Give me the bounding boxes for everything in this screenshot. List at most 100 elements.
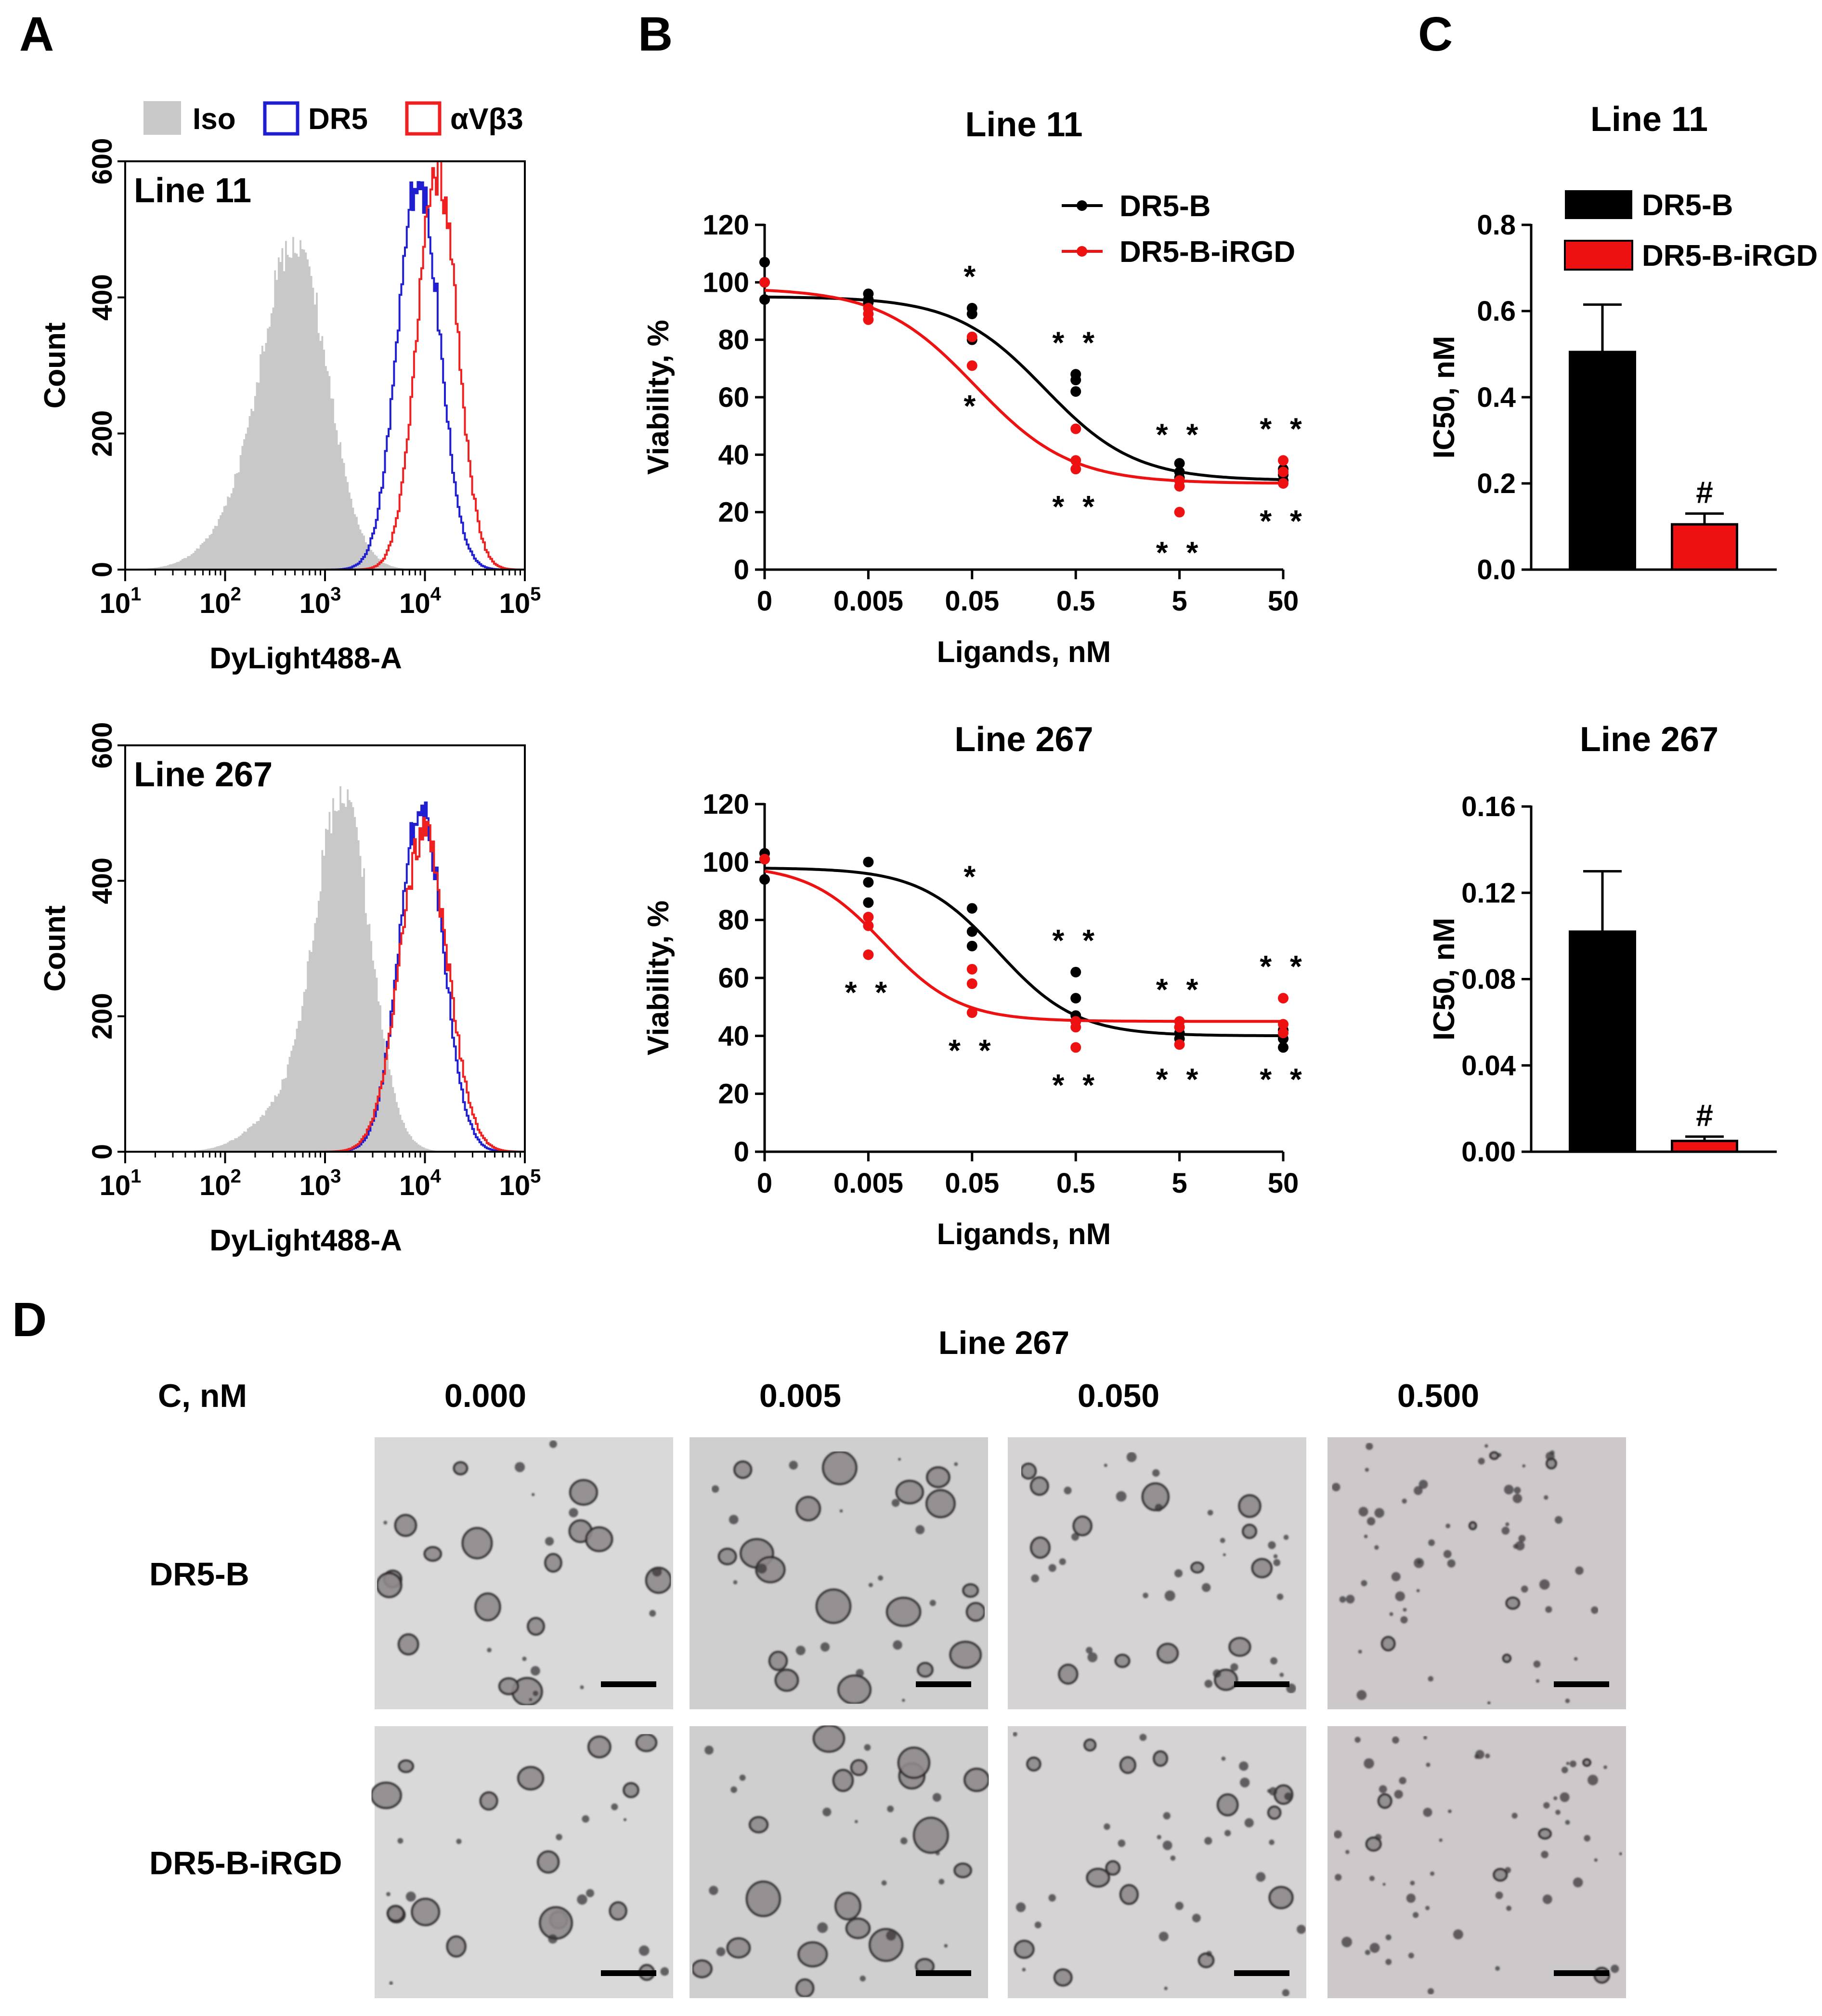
x-tick-label: 105 — [499, 1166, 541, 1201]
cell-debris — [586, 1889, 594, 1898]
scale-bar — [1554, 1681, 1609, 1687]
x-tick-label: 0.005 — [833, 585, 903, 617]
cell-debris — [1522, 1464, 1526, 1468]
spheroid — [949, 1640, 982, 1669]
cell-debris — [1594, 1858, 1598, 1862]
y-tick-label: 20 — [718, 1079, 749, 1110]
spheroid — [795, 1496, 821, 1522]
y-tick-label: 400 — [87, 274, 118, 321]
cell-debris — [1512, 1494, 1523, 1503]
cell-debris — [1034, 1921, 1041, 1928]
cell-debris — [730, 1786, 737, 1793]
spheroid — [461, 1527, 493, 1560]
panel-label-d: D — [12, 1293, 47, 1347]
cell-debris — [1223, 1553, 1226, 1557]
cell-spheroids — [711, 1450, 986, 1705]
cell-debris — [556, 1834, 562, 1841]
cell-debris — [1087, 1652, 1098, 1663]
cell-debris — [389, 1981, 393, 1985]
x-tick-label: 5 — [1171, 1168, 1187, 1199]
spheroid — [1156, 1642, 1179, 1664]
y-tick-label: 0.16 — [1461, 791, 1516, 822]
cell-debris — [386, 1892, 390, 1897]
y-tick-label: 200 — [87, 993, 118, 1040]
y-tick-label: 120 — [703, 789, 749, 820]
x-tick-exponent: 4 — [430, 584, 442, 605]
spheroid — [1029, 1476, 1049, 1496]
legend-label-dr5: DR5 — [308, 103, 368, 136]
spheroid — [386, 1904, 405, 1922]
cell-debris — [711, 1485, 719, 1493]
cell-debris — [1297, 1925, 1306, 1934]
cell-debris — [878, 1575, 884, 1581]
cell-debris — [638, 1945, 650, 1956]
x-tick-base: 10 — [299, 588, 331, 619]
spheroid — [1380, 1636, 1396, 1652]
y-axis-label: IC50, nM — [1428, 336, 1461, 459]
data-point-irgd — [1278, 455, 1288, 466]
spheroid — [1502, 1653, 1512, 1664]
x-tick-label: 104 — [399, 584, 442, 619]
spheroid — [1020, 1462, 1037, 1480]
cell-debris — [1174, 1569, 1183, 1578]
x-tick-exponent: 5 — [530, 1166, 541, 1187]
cell-debris — [1565, 1698, 1570, 1704]
cell-debris — [1157, 1834, 1161, 1840]
micrograph-background — [1008, 1726, 1306, 1998]
cell-debris — [789, 1460, 798, 1470]
cell-debris — [1560, 1792, 1570, 1802]
spheroid — [1538, 1828, 1552, 1840]
cell-debris — [1423, 1808, 1432, 1817]
cell-debris — [1542, 1894, 1552, 1904]
cell-debris — [1554, 1516, 1562, 1524]
spheroid — [539, 1906, 573, 1940]
cell-debris — [1400, 1616, 1408, 1624]
spheroid — [1505, 1596, 1521, 1610]
spheroid — [1582, 1758, 1592, 1767]
spheroid — [1014, 1939, 1035, 1959]
cell-debris — [1175, 1901, 1184, 1910]
data-point-dr5b — [759, 874, 770, 885]
data-point-irgd — [1174, 507, 1185, 518]
cell-debris — [1545, 1606, 1552, 1613]
data-point-irgd — [966, 978, 977, 989]
cell-debris — [1588, 1774, 1598, 1785]
cell-debris — [1207, 1509, 1213, 1516]
spheroid — [1119, 1884, 1139, 1905]
cell-debris — [515, 1462, 525, 1472]
spheroid — [1268, 1886, 1294, 1910]
y-tick-label: 120 — [703, 209, 749, 241]
cell-debris — [900, 1837, 908, 1845]
cell-debris — [1013, 1731, 1017, 1737]
spheroid — [748, 1816, 769, 1834]
y-tick-label: 0.8 — [1477, 209, 1516, 241]
x-tick-base: 10 — [399, 588, 430, 619]
y-tick-label: 0.12 — [1461, 877, 1516, 909]
x-tick-exponent: 1 — [130, 584, 141, 605]
cell-debris — [733, 1580, 738, 1585]
x-tick-label: 101 — [100, 584, 142, 619]
y-tick-label: 200 — [87, 410, 118, 457]
cell-debris — [1544, 1495, 1549, 1500]
legend-swatch-dr5 — [263, 101, 299, 136]
concentration-0.000: 0.000 — [444, 1378, 526, 1414]
legend-label-iso: Iso — [193, 103, 236, 136]
cell-debris — [1164, 1986, 1168, 1990]
data-point-irgd — [863, 949, 874, 960]
cell-debris — [1273, 1559, 1281, 1566]
cell-debris — [1505, 1522, 1510, 1526]
cell-debris — [1505, 1867, 1511, 1873]
cell-debris — [1204, 1837, 1212, 1845]
spheroid — [1241, 1523, 1258, 1539]
cell-spheroids — [1334, 1736, 1623, 1995]
significance-marker: * * — [1156, 417, 1203, 452]
cell-debris — [652, 1567, 662, 1577]
cell-spheroids — [1020, 1452, 1296, 1693]
cell-debris — [1284, 1792, 1292, 1801]
spheroid — [536, 1850, 560, 1874]
spheroid — [587, 1735, 612, 1758]
panel-b-legend: DR5-B DR5-B-iRGD — [1062, 190, 1295, 269]
y-tick-label: 0 — [87, 1144, 118, 1159]
cell-debris — [1574, 1657, 1578, 1661]
